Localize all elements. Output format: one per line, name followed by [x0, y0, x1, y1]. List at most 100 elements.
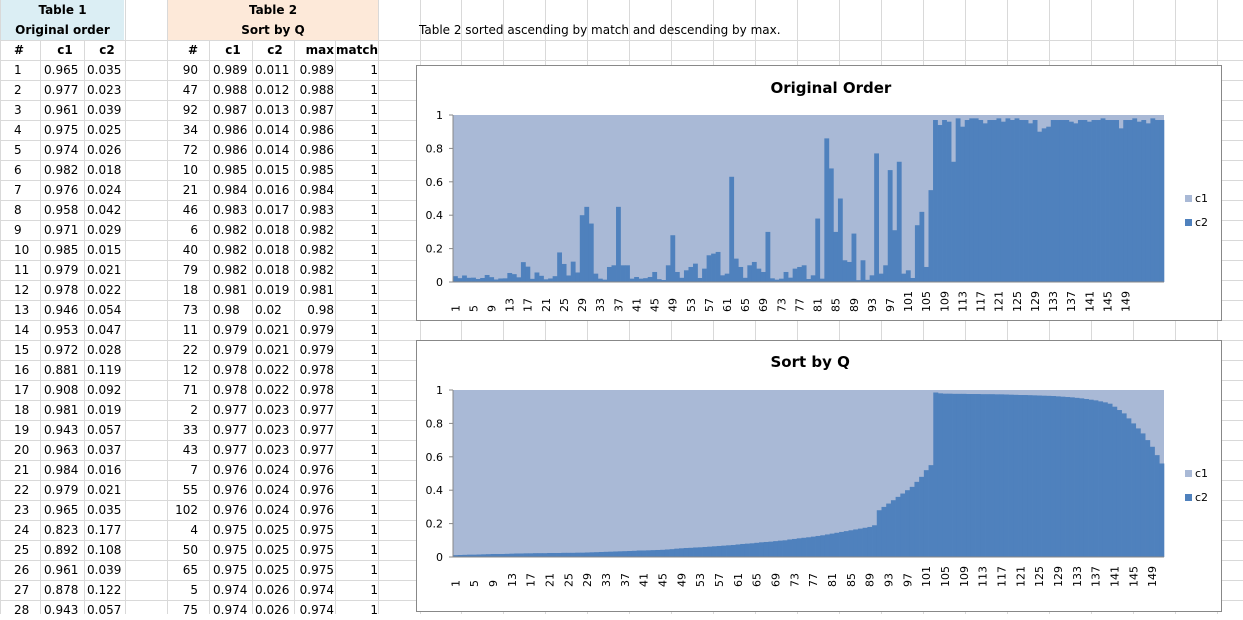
table1-cell[interactable]: 0.984 [44, 463, 79, 477]
table1-cell[interactable]: 0.122 [87, 583, 122, 597]
table2-cell[interactable]: 0.974 [213, 603, 248, 617]
table2-cell[interactable]: 43 [182, 443, 198, 457]
table1-cell[interactable]: 0.022 [87, 283, 122, 297]
table2-cell[interactable]: 0.021 [255, 323, 290, 337]
table2-cell[interactable]: 0.015 [255, 163, 290, 177]
table2-cell[interactable]: 0.977 [299, 423, 334, 437]
table2-cell[interactable]: 0.016 [255, 183, 290, 197]
table1-cell[interactable]: 0.023 [87, 83, 122, 97]
table2-cell[interactable]: 18 [182, 283, 198, 297]
table2-cell[interactable]: 92 [182, 103, 198, 117]
table2-cell[interactable]: 71 [182, 383, 198, 397]
table2-cell[interactable]: 1 [370, 283, 378, 297]
table2-cell[interactable]: 0.982 [299, 223, 334, 237]
table1-cell[interactable]: 0.961 [44, 103, 79, 117]
table1-cell[interactable]: 0.015 [87, 243, 122, 257]
table2-cell[interactable]: 0.976 [213, 503, 248, 517]
table1-cell[interactable]: 0.953 [44, 323, 79, 337]
table1-cell[interactable]: 0.021 [87, 483, 122, 497]
table1-cell[interactable]: 17 [14, 383, 30, 397]
table2-cell[interactable]: 0.017 [255, 203, 290, 217]
table2-cell[interactable]: 0.982 [213, 243, 248, 257]
table2-cell[interactable]: 0.984 [213, 183, 248, 197]
table2-cell[interactable]: 0.018 [255, 223, 290, 237]
table2-cell[interactable]: 1 [370, 603, 378, 617]
table2-cell[interactable]: 0.013 [255, 103, 290, 117]
table1-cell[interactable]: 0.028 [87, 343, 122, 357]
table1-cell[interactable]: 0.021 [87, 263, 122, 277]
table2-cell[interactable]: 1 [370, 63, 378, 77]
table1-cell[interactable]: 0.018 [87, 163, 122, 177]
table2-cell[interactable]: 0.026 [255, 603, 290, 617]
table2-cell[interactable]: 33 [182, 423, 198, 437]
table2-cell[interactable]: 0.018 [255, 243, 290, 257]
table2-cell[interactable]: 0.981 [213, 283, 248, 297]
table2-cell[interactable]: 0.976 [299, 463, 334, 477]
table2-cell[interactable]: 1 [370, 383, 378, 397]
table1-cell[interactable]: 0.108 [87, 543, 122, 557]
table2-cell[interactable]: 1 [370, 83, 378, 97]
table2-cell[interactable]: 0.976 [299, 483, 334, 497]
table2-cell[interactable]: 0.986 [299, 123, 334, 137]
table2-cell[interactable]: 1 [370, 463, 378, 477]
table1-cell[interactable]: 19 [14, 423, 30, 437]
table2-cell[interactable]: 0.02 [255, 303, 282, 317]
table1-cell[interactable]: 25 [14, 543, 30, 557]
table2-cell[interactable]: 21 [182, 183, 198, 197]
table1-cell[interactable]: 0.974 [44, 143, 79, 157]
table2-cell[interactable]: 12 [182, 363, 198, 377]
table1-cell[interactable]: 0.972 [44, 343, 79, 357]
table2-cell[interactable]: 0.975 [213, 563, 248, 577]
table1-cell[interactable]: 0.057 [87, 423, 122, 437]
table2-cell[interactable]: 1 [370, 163, 378, 177]
table2-cell[interactable]: 10 [182, 163, 198, 177]
table2-cell[interactable]: 1 [370, 443, 378, 457]
table1-cell[interactable]: 0.092 [87, 383, 122, 397]
table1-cell[interactable]: 0.892 [44, 543, 79, 557]
table1-cell[interactable]: 0.025 [87, 123, 122, 137]
table1-cell[interactable]: 0.054 [87, 303, 122, 317]
table2-cell[interactable]: 0.974 [213, 583, 248, 597]
table2-cell[interactable]: 0.982 [299, 243, 334, 257]
table2-cell[interactable]: 0.977 [299, 403, 334, 417]
table2-cell[interactable]: 1 [370, 303, 378, 317]
table2-cell[interactable]: 47 [182, 83, 198, 97]
table2-cell[interactable]: 0.982 [213, 223, 248, 237]
table2-cell[interactable]: 34 [182, 123, 198, 137]
table2-cell[interactable]: 0.985 [213, 163, 248, 177]
table1-cell[interactable]: 24 [14, 523, 30, 537]
table1-cell[interactable]: 0.979 [44, 483, 79, 497]
table1-cell[interactable]: 1 [14, 63, 22, 77]
table1-cell[interactable]: 14 [14, 323, 30, 337]
table2-cell[interactable]: 0.986 [213, 143, 248, 157]
table1-cell[interactable]: 8 [14, 203, 22, 217]
table1-cell[interactable]: 0.975 [44, 123, 79, 137]
table2-cell[interactable]: 0.025 [255, 563, 290, 577]
table2-cell[interactable]: 1 [370, 503, 378, 517]
table1-cell[interactable]: 9 [14, 223, 22, 237]
table2-cell[interactable]: 0.981 [299, 283, 334, 297]
table2-cell[interactable]: 0.014 [255, 123, 290, 137]
table2-cell[interactable]: 0.989 [213, 63, 248, 77]
table2-cell[interactable]: 2 [190, 403, 198, 417]
table2-cell[interactable]: 0.98 [213, 303, 240, 317]
table2-cell[interactable]: 0.983 [213, 203, 248, 217]
table2-cell[interactable]: 0.979 [299, 343, 334, 357]
table2-cell[interactable]: 0.974 [299, 603, 334, 617]
table1-cell[interactable]: 0.982 [44, 163, 79, 177]
table2-cell[interactable]: 75 [182, 603, 198, 617]
table2-cell[interactable]: 0.98 [307, 303, 334, 317]
table2-cell[interactable]: 0.975 [213, 543, 248, 557]
table1-cell[interactable]: 0.878 [44, 583, 79, 597]
table2-cell[interactable]: 0.021 [255, 343, 290, 357]
table2-cell[interactable]: 0.978 [213, 363, 248, 377]
table2-cell[interactable]: 1 [370, 343, 378, 357]
table2-cell[interactable]: 1 [370, 523, 378, 537]
table1-cell[interactable]: 0.177 [87, 523, 122, 537]
table2-cell[interactable]: 1 [370, 363, 378, 377]
table1-cell[interactable]: 27 [14, 583, 30, 597]
table1-cell[interactable]: 4 [14, 123, 22, 137]
table2-cell[interactable]: 1 [370, 563, 378, 577]
table2-cell[interactable]: 1 [370, 123, 378, 137]
chart-original-order[interactable]: Original Order 0 0.2 0.4 0.6 0.8 1 1 5 9 13 17 21 25 2… [416, 65, 1222, 321]
